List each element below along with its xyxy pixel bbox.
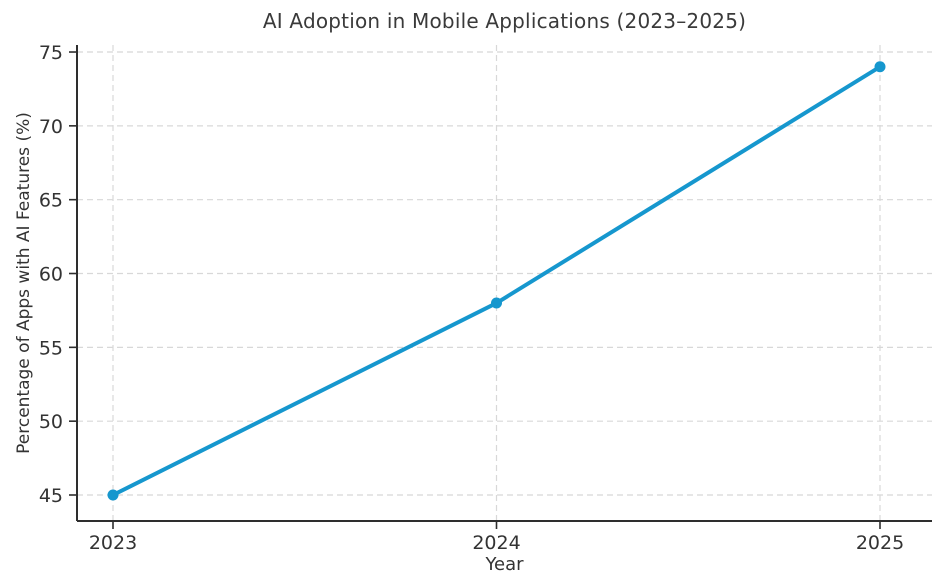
data-point-marker bbox=[874, 61, 886, 73]
y-tick-label: 65 bbox=[39, 190, 63, 212]
chart-title: AI Adoption in Mobile Applications (2023… bbox=[262, 9, 747, 33]
x-tick-label: 2023 bbox=[89, 532, 137, 554]
y-tick-label: 60 bbox=[39, 264, 63, 286]
y-tick-label: 50 bbox=[39, 411, 63, 433]
y-tick-label: 45 bbox=[39, 485, 63, 507]
y-tick-label: 70 bbox=[39, 116, 63, 138]
data-point-marker bbox=[491, 297, 502, 309]
y-tick-label: 75 bbox=[39, 42, 63, 64]
data-point-marker bbox=[107, 489, 119, 501]
y-tick-label: 55 bbox=[39, 337, 63, 359]
x-tick-label: 2025 bbox=[856, 532, 904, 554]
x-axis-label: Year bbox=[485, 554, 524, 575]
x-tick-label: 2024 bbox=[472, 532, 520, 554]
y-axis-label: Percentage of Apps with AI Features (%) bbox=[14, 112, 34, 454]
